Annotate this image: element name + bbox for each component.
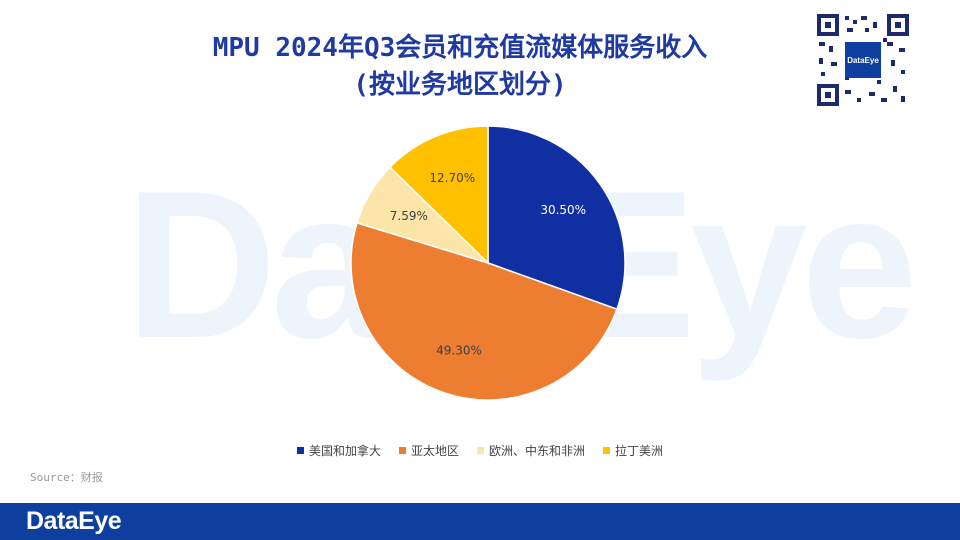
legend-swatch-2 [477,447,484,454]
pie-slice-label-3: 12.70% [429,171,475,185]
footer-logo: DataEye [26,507,122,535]
chart-title: MPU 2024年Q3会员和充值流媒体服务收入 (按业务地区划分) [130,30,790,104]
pie-slice-label-0: 30.50% [540,203,586,217]
legend-item-3: 拉丁美洲 [603,442,663,459]
legend-label-0: 美国和加拿大 [308,444,381,458]
qr-code-icon: DataEye [817,14,909,106]
footer-bar: DataEye [0,503,960,540]
pie-slice-label-1: 49.30% [436,343,482,357]
legend-label-2: 欧洲、中东和非洲 [489,444,586,458]
chart-legend: 美国和加拿大 亚太地区 欧洲、中东和非洲 拉丁美洲 [0,442,960,459]
pie-slice-0 [487,125,626,311]
legend-swatch-0 [296,447,304,454]
legend-item-0: 美国和加拿大 [296,442,381,459]
pie-slice-1 [350,221,618,401]
legend-item-2: 欧洲、中东和非洲 [477,442,585,459]
legend-item-1: 亚太地区 [398,442,459,459]
source-note: Source：财报 [30,471,103,484]
chart-title-line-2: (按业务地区划分) [353,70,567,100]
pie-slice-3 [388,125,489,265]
legend-label-3: 拉丁美洲 [615,444,664,458]
legend-swatch-3 [603,447,611,454]
chart-title-line-1: MPU 2024年Q3会员和充值流媒体服务收入 [212,33,708,63]
qr-code-label: DataEye [847,56,879,65]
pie-slice-label-2: 7.59% [390,209,428,223]
legend-swatch-1 [398,447,406,454]
legend-label-1: 亚太地区 [410,444,459,458]
